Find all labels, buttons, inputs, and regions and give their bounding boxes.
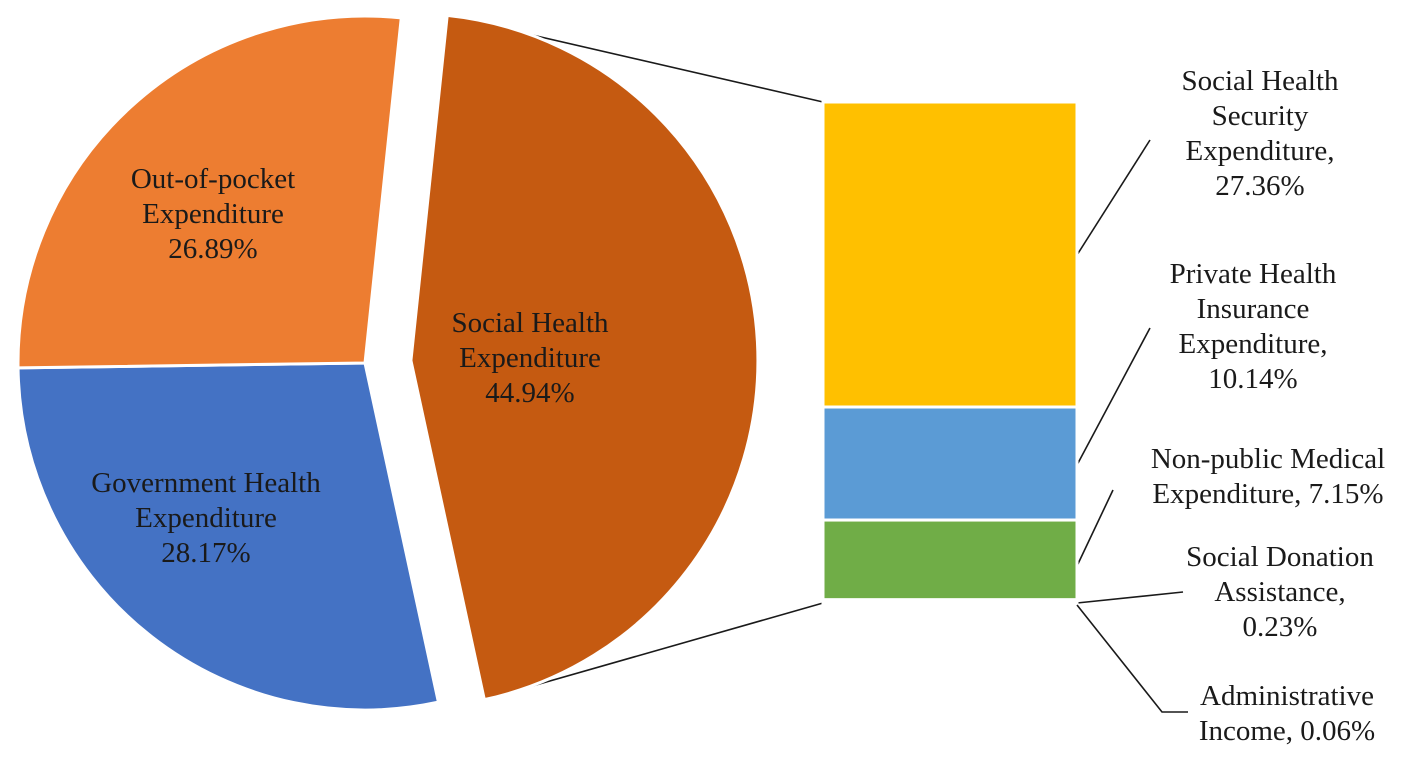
bar-segment-adm [821, 600, 1079, 605]
bar-label-sda: Social Donation Assistance, 0.23% [1186, 541, 1374, 643]
pie-label-social: Social Health Expenditure 44.94% [451, 307, 609, 409]
bar-label-adm: Administrative Income, 0.06% [1199, 680, 1375, 747]
bar-segment-phi [821, 405, 1079, 522]
pie-label-oop: Out-of-pocket Expenditure 26.89% [131, 163, 295, 265]
leader-line-sda [1076, 591, 1184, 604]
leader-line-adm [1076, 604, 1188, 713]
pie-slice-oop [16, 14, 403, 370]
leader-line-npm [1076, 489, 1114, 567]
leader-line-phi [1076, 327, 1151, 466]
bar-segment-npm [821, 518, 1079, 602]
pie [16, 13, 760, 712]
bar-segment-shs [821, 100, 1079, 409]
bar-label-phi: Private Health Insurance Expenditure, 10.14… [1170, 258, 1337, 395]
bar-label-shs: Social Health Security Expenditure, 27.36% [1181, 65, 1339, 202]
pie-slice-government [16, 361, 441, 712]
pie-label-government: Government Health Expenditure 28.17% [91, 467, 321, 569]
leader-line-shs [1076, 139, 1151, 256]
bar-label-npm: Non-public Medical Expenditure, 7.15% [1151, 443, 1385, 510]
pie-slice-social [409, 13, 760, 702]
stacked-bar [821, 100, 1079, 605]
labels: Social Health Expenditure 44.94% Government… [91, 65, 1385, 747]
